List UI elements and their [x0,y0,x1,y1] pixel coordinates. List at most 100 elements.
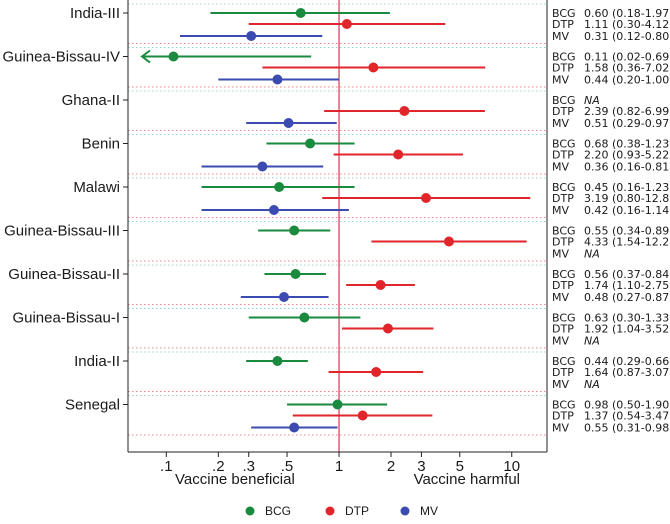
table-estimate-text: 0.48 (0.27-0.87) [584,291,670,304]
legend-label: MV [420,504,438,518]
study-label: Benin [82,136,120,153]
table-estimate-text: 2.20 (0.93-5.22) [584,149,670,162]
x-tick-label: .1 [160,458,173,475]
table-vaccine-label: DTP [552,236,574,249]
point-bcg [168,51,179,62]
caption-vaccine-harmful: Vaccine harmful [414,471,520,488]
point-bcg [305,138,316,149]
study-label: Senegal [65,397,120,414]
table-estimate-text: 0.56 (0.37-0.84) [584,268,670,281]
table-vaccine-label: DTP [552,105,574,118]
table-vaccine-label: MV [552,30,569,43]
table-vaccine-label: MV [552,378,569,391]
table-vaccine-label: BCG [552,268,576,281]
table-estimate-text: 0.42 (0.16-1.14) [584,204,670,217]
legend-item-mv: MV [400,504,438,518]
table-estimate-text: NA [584,94,600,107]
study-label: India-III [70,5,120,22]
table-vaccine-label: MV [552,74,569,87]
table-vaccine-label: MV [552,335,569,348]
ci-arrow-left [140,49,151,64]
table-estimate-text: 1.11 (0.30-4.12) [584,18,670,31]
axis-captions: Vaccine beneficial Vaccine harmful [175,471,520,488]
x-tick-label: 2 [387,458,395,475]
table-vaccine-label: DTP [552,366,574,379]
legend-label: BCG [265,504,291,518]
estimate-marks [140,8,531,433]
table-vaccine-label: DTP [552,279,574,292]
table-vaccine-label: MV [552,117,569,130]
table-estimate-text: 1.92 (1.04-3.52) [584,323,670,336]
point-mv [278,292,289,302]
point-dtp [371,367,382,377]
table-estimate-text: NA [584,248,600,261]
legend: BCG DTP MV [245,504,438,518]
table-estimate-text: 0.36 (0.16-0.81) [584,161,670,174]
table-estimate-text: 3.19 (0.80-12.8) [584,192,670,205]
table-estimate-text: 0.11 (0.02-0.69) [584,51,670,64]
table-estimate-text: 0.55 (0.31-0.98) [584,422,670,435]
point-bcg [272,356,283,366]
table-vaccine-label: BCG [552,94,576,107]
table-vaccine-label: DTP [552,192,574,205]
table-vaccine-label: BCG [552,181,576,194]
study-label: Guinea-Bissau-III [4,223,120,240]
point-dtp [399,106,410,116]
table-estimate-text: 0.44 (0.29-0.66) [584,355,670,368]
x-tick-label: 10 [503,458,520,475]
legend-label: DTP [345,504,369,518]
point-mv [289,422,300,433]
point-dtp [341,19,352,29]
table-estimate-text: 4.33 (1.54-12.2) [584,236,670,249]
legend-marker [325,506,335,516]
table-vaccine-label: MV [552,291,569,304]
point-mv [272,74,283,85]
table-vaccine-label: BCG [552,312,576,325]
point-dtp [368,62,379,73]
table-estimate-text: NA [584,335,600,348]
study-label: India-II [74,353,120,370]
table-vaccine-label: MV [552,161,569,174]
point-mv [246,31,257,41]
point-dtp [382,323,393,334]
x-tick-label: .3 [242,458,255,475]
point-dtp [393,149,404,160]
table-estimate-text: 0.45 (0.16-1.23) [584,181,670,194]
table-estimate-text: 1.74 (1.10-2.75) [584,279,670,292]
table-vaccine-label: BCG [552,399,576,412]
point-bcg [295,8,306,18]
table-vaccine-label: DTP [552,323,574,336]
table-vaccine-label: DTP [552,62,574,75]
point-dtp [357,410,368,421]
point-bcg [274,182,285,192]
table-estimate-text: 0.31 (0.12-0.80) [584,30,670,43]
study-label: Malawi [73,179,120,196]
axes [123,0,548,453]
x-tick-label: 1 [335,458,343,475]
table-vaccine-label: BCG [552,7,576,20]
table-vaccine-label: DTP [552,18,574,31]
table-vaccine-label: BCG [552,355,576,368]
legend-item-dtp: DTP [325,504,369,518]
table-estimate-text: 0.63 (0.30-1.33) [584,312,670,325]
table-estimate-text: 2.39 (0.82-6.99) [584,105,670,118]
table-estimate-text: NA [584,378,600,391]
study-separators [128,3,547,436]
table-estimate-text: 0.98 (0.50-1.90) [584,399,670,412]
table-vaccine-label: BCG [552,138,576,151]
study-label: Guinea-Bissau-II [8,266,120,283]
table-estimate-text: 0.51 (0.29-0.97) [584,117,670,130]
study-labels: India-III Guinea-Bissau-IV Ghana-II Benin Ma… [2,5,120,414]
point-mv [257,161,268,172]
point-dtp [375,280,386,290]
point-bcg [332,399,343,410]
x-tick-label: .5 [281,458,294,475]
point-bcg [299,312,310,323]
point-bcg [289,225,300,236]
legend-marker [400,506,410,516]
table-estimate-text: 0.44 (0.20-1.00) [584,74,670,87]
table-vaccine-label: MV [552,204,569,217]
x-tick-label: 5 [456,458,464,475]
table-estimate-text: 0.55 (0.34-0.89) [584,225,670,238]
